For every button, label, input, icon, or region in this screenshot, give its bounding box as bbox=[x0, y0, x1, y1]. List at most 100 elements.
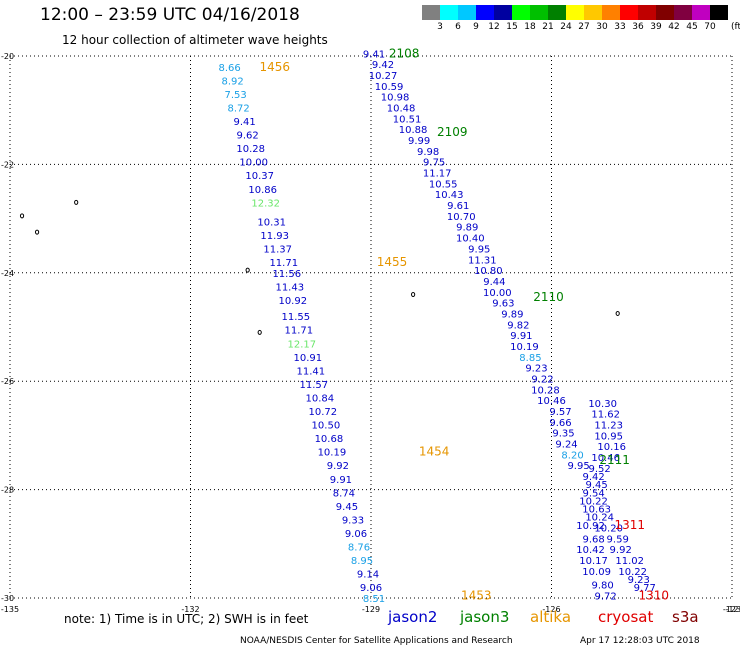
track-id-label: 2110 bbox=[533, 290, 564, 304]
wave-height-reading: 10.22 bbox=[579, 496, 608, 507]
color-swatch bbox=[566, 5, 584, 20]
wave-height-reading: 9.62 bbox=[237, 131, 259, 142]
color-swatch bbox=[512, 5, 530, 20]
wave-height-reading: 9.92 bbox=[327, 461, 349, 472]
wave-height-reading: 10.19 bbox=[510, 342, 539, 353]
wave-height-reading: 7.53 bbox=[224, 90, 246, 101]
color-scale-label: 3 bbox=[437, 22, 443, 32]
track-id-label: 1453 bbox=[461, 588, 492, 602]
lon-tick-label: -126 bbox=[542, 605, 560, 614]
track-id-label: 2109 bbox=[437, 125, 468, 139]
color-swatch bbox=[710, 5, 728, 20]
lon-tick-label: -129 bbox=[362, 605, 380, 614]
wave-height-reading: 8.92 bbox=[221, 76, 243, 87]
wave-height-reading: 9.95 bbox=[468, 244, 490, 255]
lon-tick-label: -132 bbox=[181, 605, 199, 614]
wave-height-reading: 9.33 bbox=[342, 515, 364, 526]
wave-height-reading: 10.46 bbox=[591, 453, 620, 464]
wave-height-reading: 8.72 bbox=[228, 103, 250, 114]
color-scale-bar bbox=[422, 5, 728, 20]
color-scale-label: 30 bbox=[596, 22, 608, 32]
map-track-ids: 1456 1455 1454 1453 2108 2109 2110 2111 1311 1310 bbox=[259, 46, 669, 602]
wave-height-reading: 10.46 bbox=[537, 396, 566, 407]
color-scale-label: 70 bbox=[704, 22, 716, 32]
wave-height-reading: 11.71 bbox=[284, 326, 313, 337]
wave-height-reading: 8.95 bbox=[351, 556, 373, 567]
island-outline bbox=[74, 199, 79, 205]
wave-height-reading: 9.89 bbox=[501, 309, 523, 320]
wave-height-reading: 10.92 bbox=[576, 521, 605, 532]
wave-height-reading: 11.43 bbox=[275, 282, 304, 293]
wave-height-reading: 9.14 bbox=[357, 570, 379, 581]
map-tick-labels: -135 -132 -129 -126 -123-12 -20 -22 -24 -26 -28 -3… bbox=[1, 52, 740, 614]
lon-tick-label: -135 bbox=[1, 605, 19, 614]
credit-line: NOAA/NESDIS Center for Satellite Applica… bbox=[240, 636, 513, 646]
page-subtitle: 12 hour collection of altimeter wave hei… bbox=[62, 33, 328, 47]
wave-height-reading: 10.20 bbox=[594, 524, 623, 535]
page-title: 12:00 – 23:59 UTC 04/16/2018 bbox=[40, 5, 300, 25]
wave-height-reading: 10.37 bbox=[245, 171, 274, 182]
color-scale-label: 9 bbox=[473, 22, 479, 32]
wave-height-reading: 10.95 bbox=[594, 431, 623, 442]
legend-jason2: jason2 bbox=[388, 608, 438, 626]
wave-height-reading: 9.23 bbox=[525, 364, 547, 375]
lat-tick-label: -30 bbox=[1, 594, 14, 603]
map-grid bbox=[9, 55, 733, 599]
wave-height-reading: 10.91 bbox=[294, 353, 323, 364]
wave-height-reading: 10.30 bbox=[588, 399, 617, 410]
wave-height-reading: 9.41 bbox=[234, 117, 256, 128]
wave-height-reading: 10.84 bbox=[306, 393, 335, 404]
wave-height-reading: 10.31 bbox=[257, 217, 286, 228]
track-id-label: 1311 bbox=[614, 518, 645, 532]
color-swatch bbox=[674, 5, 692, 20]
wave-height-reading: 10.55 bbox=[429, 179, 458, 190]
wave-height-reading: 9.66 bbox=[549, 418, 571, 429]
color-scale-label: 15 bbox=[506, 22, 518, 32]
island-outline bbox=[34, 229, 40, 235]
wave-height-reading: 11.31 bbox=[468, 255, 497, 266]
wave-height-reading: 10.88 bbox=[399, 125, 428, 136]
wave-height-reading: 11.93 bbox=[260, 231, 289, 242]
island-outline bbox=[257, 329, 262, 335]
wave-height-reading: 11.62 bbox=[591, 410, 620, 421]
track-id-label: 1456 bbox=[259, 60, 290, 74]
map-islands bbox=[19, 199, 620, 335]
wave-height-reading: 8.74 bbox=[333, 488, 355, 499]
color-swatch bbox=[494, 5, 512, 20]
color-swatch bbox=[458, 5, 476, 20]
color-swatch bbox=[548, 5, 566, 20]
wave-height-reading: 9.06 bbox=[360, 583, 382, 594]
color-scale-label: 39 bbox=[650, 22, 662, 32]
wave-height-reading: 10.51 bbox=[393, 114, 422, 125]
wave-height-reading: 10.42 bbox=[576, 545, 605, 556]
wave-height-reading: 12.32 bbox=[251, 198, 280, 209]
wave-height-reading: 11.23 bbox=[594, 421, 623, 432]
legend-altika: altika bbox=[530, 608, 572, 626]
wave-height-reading: 10.80 bbox=[474, 266, 503, 277]
wave-height-reading: 9.77 bbox=[634, 583, 656, 594]
color-swatch bbox=[620, 5, 638, 20]
wave-height-reading: 9.72 bbox=[595, 591, 617, 602]
wave-height-reading: 10.40 bbox=[456, 234, 485, 245]
wave-height-reading: 10.86 bbox=[248, 185, 277, 196]
wave-height-reading: 11.71 bbox=[269, 258, 298, 269]
wave-height-reading: 9.75 bbox=[423, 158, 445, 169]
wave-height-reading: 9.42 bbox=[582, 472, 604, 483]
wave-height-reading: 8.66 bbox=[218, 63, 240, 74]
wave-height-reading: 10.98 bbox=[381, 93, 410, 104]
lat-tick-label: -26 bbox=[1, 377, 14, 386]
track-id-label: 1455 bbox=[377, 255, 408, 269]
wave-height-reading: 10.68 bbox=[315, 434, 344, 445]
wave-height-reading: 9.42 bbox=[372, 60, 394, 71]
wave-height-reading: 9.41 bbox=[363, 49, 385, 60]
generation-timestamp: Apr 17 12:28:03 UTC 2018 bbox=[580, 636, 700, 646]
wave-height-reading: 11.02 bbox=[615, 556, 644, 567]
wave-height-reading: 10.72 bbox=[309, 407, 338, 418]
wave-height-reading: 9.98 bbox=[417, 147, 439, 158]
wave-height-reading: 9.35 bbox=[552, 429, 574, 440]
color-scale-label: 6 bbox=[455, 22, 461, 32]
lat-tick-label: -20 bbox=[1, 52, 14, 61]
lat-tick-label: -24 bbox=[1, 269, 14, 278]
wave-height-reading: 12.17 bbox=[287, 339, 316, 350]
wave-height-reading: 11.55 bbox=[281, 312, 310, 323]
